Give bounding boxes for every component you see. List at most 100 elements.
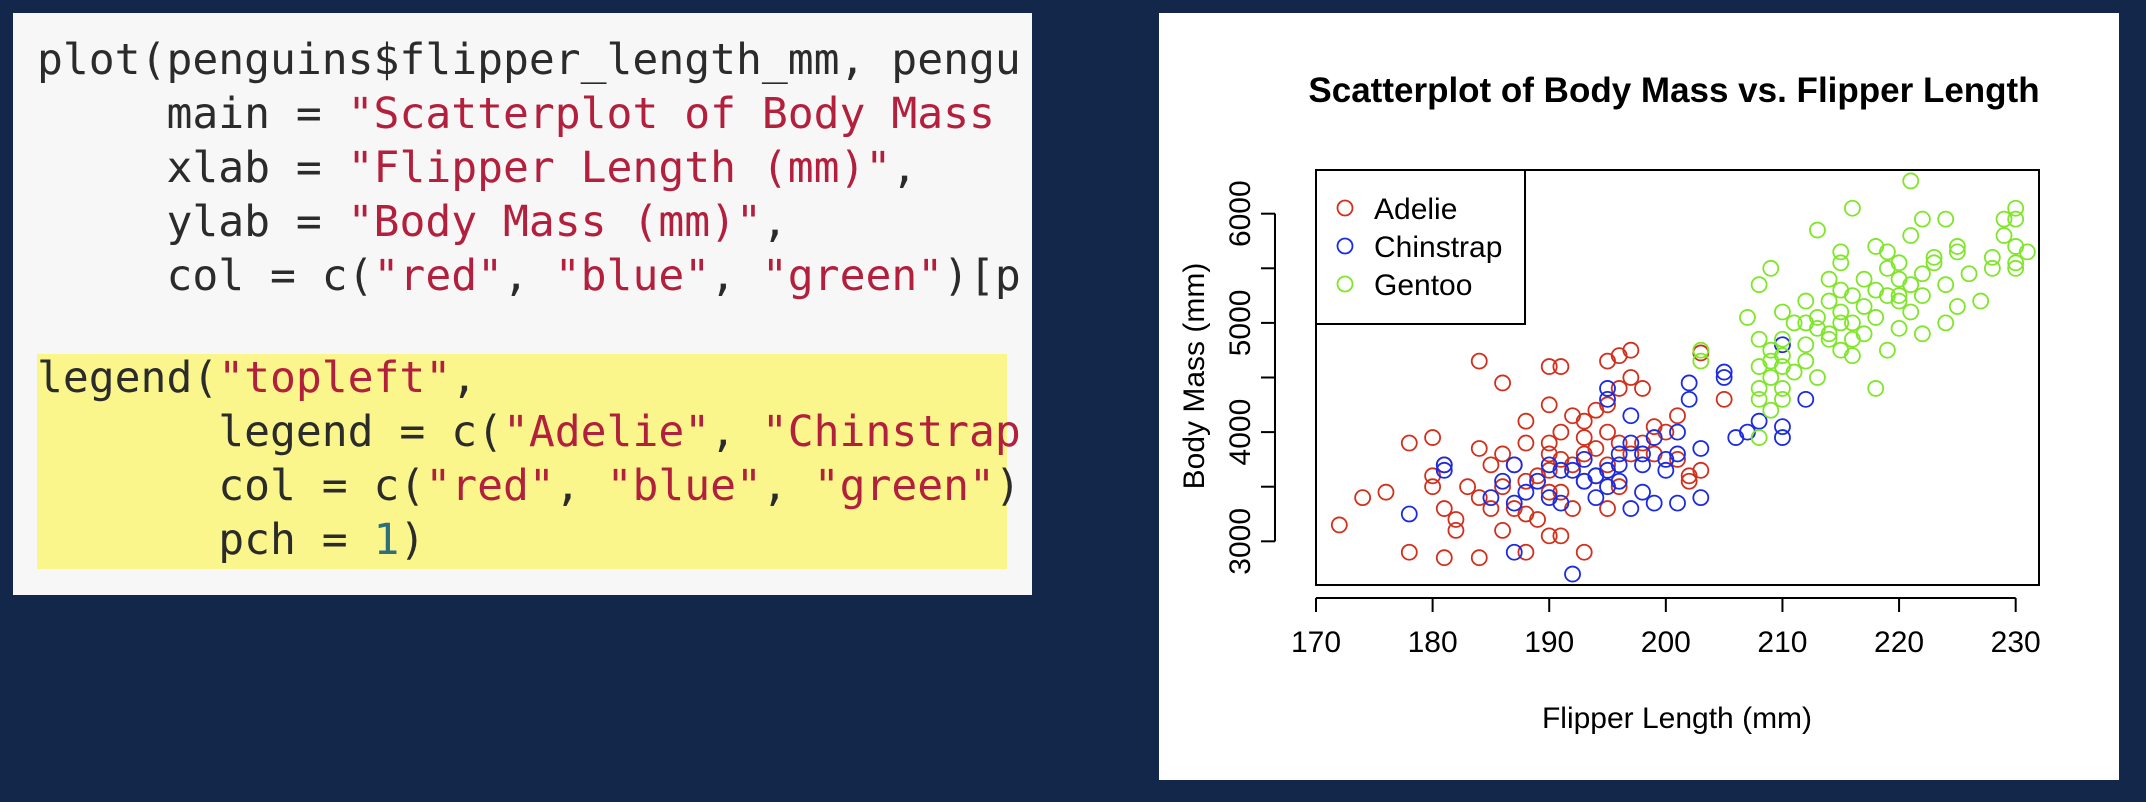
data-point-adelie [1575,429,1593,446]
code-gap [37,303,1021,351]
code-line: xlab = "Flipper Length (mm)", [37,143,917,193]
data-point-adelie [1400,434,1418,452]
y-tick-label: 5000 [1224,290,1257,357]
data-point-adelie [1610,347,1628,365]
plot-frame [1315,169,2040,586]
data-point-gentoo [1937,276,1955,294]
x-axis: 170 180 190 200 210 220 230 [1291,597,2041,659]
data-point-adelie [1540,396,1558,414]
data-point-chinstrap [1645,429,1663,446]
data-point-chinstrap [1774,429,1791,446]
code-text: , [761,461,814,511]
data-point-adelie [1470,440,1488,457]
data-point-gentoo [1785,314,1803,332]
data-point-gentoo [1867,309,1885,326]
data-point-adelie [1540,483,1558,501]
x-tick-label: 210 [1757,626,1807,659]
code-line: main = "Scatterplot of Body Mass [37,89,995,139]
data-point-gentoo [1937,210,1955,228]
data-points [1330,172,2036,583]
data-point-chinstrap [1599,390,1616,408]
data-point-gentoo [1820,292,1838,310]
data-point-gentoo [1844,330,1861,348]
code-block: plot(penguins$flipper_length_mm, pengu m… [37,33,1021,567]
data-point-adelie [1470,549,1488,567]
data-point-gentoo [1855,270,1873,288]
data-point-gentoo [1774,330,1791,348]
x-axis-label: Flipper Length (mm) [1542,702,1812,735]
data-point-gentoo [1937,314,1955,332]
code-line: col = c("red", "blue", "green")[p [37,251,1021,301]
data-point-chinstrap [1622,407,1640,425]
code-string: "blue" [606,461,762,511]
data-point-gentoo [1867,380,1885,397]
data-point-gentoo [1995,227,2013,244]
data-point-adelie [1575,543,1593,561]
data-point-adelie [1494,521,1511,539]
data-point-adelie [1587,401,1605,419]
legend: Adelie Chinstrap Gentoo [1315,169,1526,325]
data-point-gentoo [1948,298,1966,315]
data-point-gentoo [1774,380,1791,397]
data-point-adelie [1552,423,1570,441]
data-point-chinstrap [1680,390,1698,408]
code-text: plot(penguins$flipper_length_mm, pengu [37,35,1021,85]
data-point-chinstrap [1622,434,1640,452]
data-point-gentoo [1820,325,1838,343]
data-point-chinstrap [1482,489,1500,507]
data-point-adelie [1424,478,1442,496]
x-tick-label: 220 [1874,626,1924,659]
data-point-adelie [1540,434,1558,452]
data-point-chinstrap [1622,500,1640,517]
data-point-adelie [1494,445,1511,463]
code-text: legend( [37,353,219,403]
data-point-gentoo [2007,238,2025,255]
data-point-chinstrap [1692,489,1710,507]
code-string: "Chinstrap [761,407,1021,457]
code-string: "Scatterplot of Body Mass [347,89,995,139]
data-point-chinstrap [1610,472,1628,490]
data-point-gentoo [1809,369,1826,386]
data-point-gentoo [1797,352,1815,370]
data-point-gentoo [1890,254,1908,272]
data-point-gentoo [1797,292,1815,310]
legend-box [1315,169,1526,325]
code-text: )[p [943,251,1021,301]
data-point-gentoo [1902,276,1920,294]
data-point-chinstrap [1599,478,1616,496]
code-text: , [761,197,788,247]
data-point-chinstrap [1564,565,1581,583]
data-point-chinstrap [1657,461,1675,479]
code-line: legend = c("Adelie", "Chinstrap [37,407,1021,457]
data-point-adelie [1587,440,1605,457]
data-point-gentoo [1902,227,1920,244]
data-point-gentoo [1855,325,1873,343]
data-point-gentoo [1890,292,1908,310]
data-point-gentoo [1762,401,1780,419]
data-point-gentoo [1692,352,1710,370]
data-point-gentoo [1750,358,1768,375]
data-point-chinstrap [1552,461,1570,479]
data-point-chinstrap [1797,390,1815,408]
data-point-adelie [1599,500,1616,517]
code-text: col = c( [37,251,374,301]
data-point-gentoo [1995,210,2013,228]
code-number: 1 [373,515,400,565]
plot-panel: Scatterplot of Body Mass vs. Flipper Len… [1159,13,2119,780]
code-string: "green" [813,461,995,511]
data-point-gentoo [1902,172,1920,190]
data-point-gentoo [1913,325,1931,343]
data-point-adelie [1622,341,1640,359]
data-point-gentoo [1762,259,1780,277]
data-point-gentoo [1983,259,2001,277]
y-axis-label: Body Mass (mm) [1178,263,1211,490]
data-point-gentoo [1913,287,1931,304]
data-point-chinstrap [1435,456,1453,474]
data-point-chinstrap [1505,543,1523,561]
data-point-adelie [1435,549,1453,567]
data-point-adelie [1610,434,1628,452]
x-tick-label: 180 [1408,626,1458,659]
data-point-gentoo [1774,390,1791,408]
data-point-adelie [1564,407,1581,425]
legend-marker [1336,199,1354,217]
